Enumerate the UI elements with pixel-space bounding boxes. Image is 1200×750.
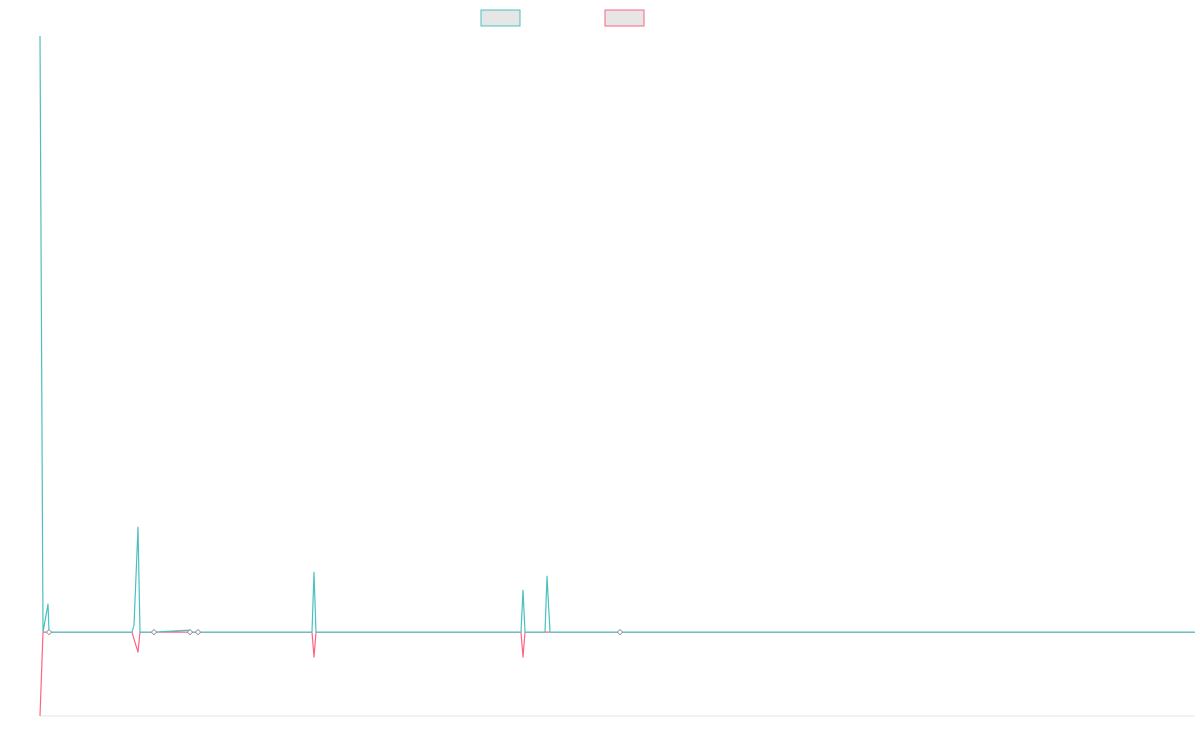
data-point-marker-2 — [150, 628, 158, 636]
data-point-marker-5 — [616, 628, 624, 636]
series-line-1 — [39, 35, 1195, 633]
legend-swatch-2[interactable] — [604, 9, 645, 27]
chart-plot-area — [39, 35, 1195, 717]
data-point-marker-3 — [186, 628, 194, 636]
chart-legend[interactable] — [480, 9, 645, 27]
data-point-marker-1 — [45, 628, 53, 636]
data-point-marker-4 — [194, 628, 202, 636]
legend-swatch-1[interactable] — [480, 9, 521, 27]
series-line-2 — [39, 631, 1195, 717]
